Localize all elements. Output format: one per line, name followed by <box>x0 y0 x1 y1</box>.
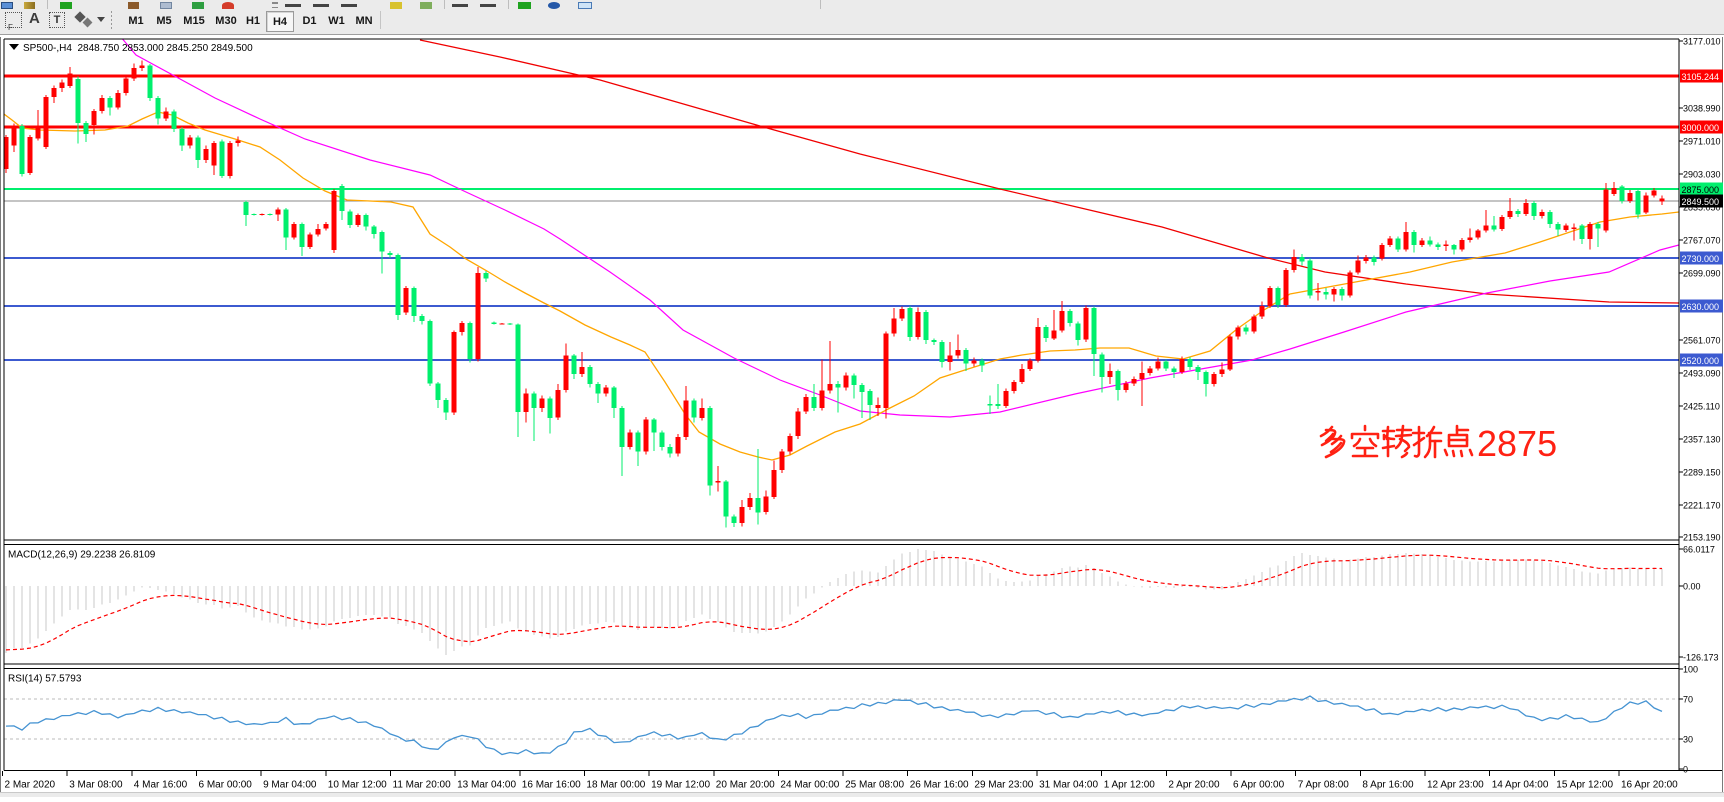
svg-text:100: 100 <box>1683 665 1698 675</box>
svg-text:6 Mar 00:00: 6 Mar 00:00 <box>199 780 253 791</box>
svg-text:3 Mar 08:00: 3 Mar 08:00 <box>69 780 123 791</box>
svg-text:0.00: 0.00 <box>1683 582 1701 592</box>
svg-text:29 Mar 23:00: 29 Mar 23:00 <box>974 780 1033 791</box>
svg-text:2875.000: 2875.000 <box>1682 185 1720 195</box>
svg-text:9 Mar 04:00: 9 Mar 04:00 <box>263 780 317 791</box>
svg-text:2520.000: 2520.000 <box>1682 356 1720 366</box>
svg-text:12 Apr 23:00: 12 Apr 23:00 <box>1427 780 1484 791</box>
svg-text:1 Apr 12:00: 1 Apr 12:00 <box>1104 780 1156 791</box>
svg-text:2 Mar 2020: 2 Mar 2020 <box>5 780 56 791</box>
svg-text:2493.090: 2493.090 <box>1683 369 1721 379</box>
svg-text:10 Mar 12:00: 10 Mar 12:00 <box>328 780 387 791</box>
svg-text:8 Apr 16:00: 8 Apr 16:00 <box>1362 780 1414 791</box>
svg-text:2699.090: 2699.090 <box>1683 269 1721 279</box>
svg-text:31 Mar 04:00: 31 Mar 04:00 <box>1039 780 1098 791</box>
svg-text:26 Mar 16:00: 26 Mar 16:00 <box>910 780 969 791</box>
svg-text:66.0117: 66.0117 <box>1683 545 1715 555</box>
svg-text:2357.130: 2357.130 <box>1683 435 1721 445</box>
svg-text:2221.170: 2221.170 <box>1683 501 1721 511</box>
svg-text:-126.173: -126.173 <box>1683 652 1719 662</box>
svg-text:2875: 2875 <box>1477 423 1557 464</box>
svg-text:0: 0 <box>1683 765 1688 775</box>
svg-text:RSI(14) 57.5793: RSI(14) 57.5793 <box>8 674 82 685</box>
svg-text:25 Mar 08:00: 25 Mar 08:00 <box>845 780 904 791</box>
svg-text:2425.110: 2425.110 <box>1683 402 1720 412</box>
svg-text:16 Mar 16:00: 16 Mar 16:00 <box>522 780 581 791</box>
svg-text:14 Apr 04:00: 14 Apr 04:00 <box>1492 780 1549 791</box>
svg-text:3000.000: 3000.000 <box>1682 123 1720 133</box>
svg-text:16 Apr 20:00: 16 Apr 20:00 <box>1621 780 1678 791</box>
svg-text:2767.070: 2767.070 <box>1683 236 1721 246</box>
svg-text:3038.990: 3038.990 <box>1683 104 1721 114</box>
svg-text:2 Apr 20:00: 2 Apr 20:00 <box>1168 780 1220 791</box>
svg-text:20 Mar 20:00: 20 Mar 20:00 <box>716 780 775 791</box>
svg-text:2630.000: 2630.000 <box>1682 302 1720 312</box>
svg-text:3105.244: 3105.244 <box>1682 72 1720 82</box>
svg-text:13 Mar 04:00: 13 Mar 04:00 <box>457 780 516 791</box>
svg-text:3177.010: 3177.010 <box>1683 37 1721 47</box>
svg-text:15 Apr 12:00: 15 Apr 12:00 <box>1556 780 1613 791</box>
svg-text:2903.030: 2903.030 <box>1683 170 1721 180</box>
svg-text:2971.010: 2971.010 <box>1683 137 1721 147</box>
svg-text:4 Mar 16:00: 4 Mar 16:00 <box>134 780 188 791</box>
svg-text:2561.070: 2561.070 <box>1683 336 1721 346</box>
svg-text:30: 30 <box>1683 735 1693 745</box>
svg-text:2849.500: 2849.500 <box>1682 197 1720 207</box>
svg-text:MACD(12,26,9) 29.2238 26.8109: MACD(12,26,9) 29.2238 26.8109 <box>8 550 156 561</box>
svg-text:70: 70 <box>1683 695 1693 705</box>
svg-text:18 Mar 00:00: 18 Mar 00:00 <box>586 780 645 791</box>
svg-text:7 Apr 08:00: 7 Apr 08:00 <box>1298 780 1350 791</box>
svg-text:2153.190: 2153.190 <box>1683 533 1721 543</box>
svg-text:19 Mar 12:00: 19 Mar 12:00 <box>651 780 710 791</box>
svg-text:SP500-,H4 2848.750 2853.000 2: SP500-,H4 2848.750 2853.000 2845.250 284… <box>23 43 253 54</box>
svg-text:24 Mar 00:00: 24 Mar 00:00 <box>780 780 839 791</box>
svg-text:2730.000: 2730.000 <box>1682 254 1720 264</box>
svg-text:2289.150: 2289.150 <box>1683 468 1721 478</box>
svg-text:11 Mar 20:00: 11 Mar 20:00 <box>393 780 452 791</box>
svg-text:6 Apr 00:00: 6 Apr 00:00 <box>1233 780 1285 791</box>
